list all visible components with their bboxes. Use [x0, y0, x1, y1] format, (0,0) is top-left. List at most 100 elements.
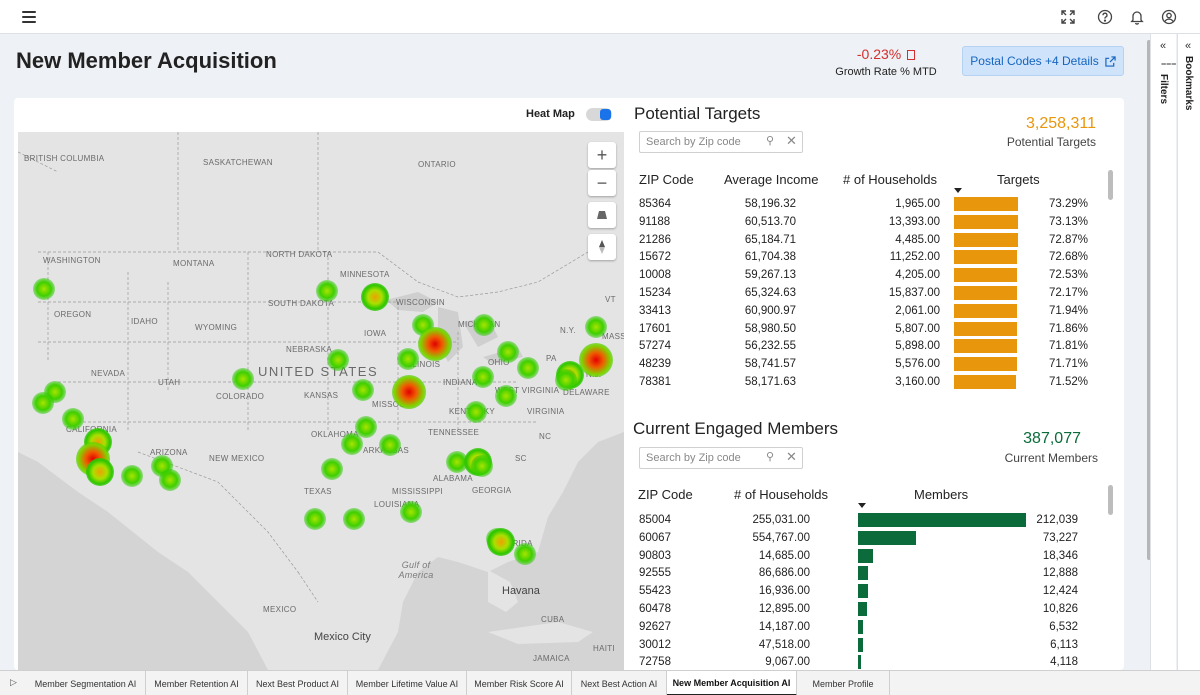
- chevron-left-icon[interactable]: «: [1185, 40, 1192, 52]
- targets-bar: [954, 321, 1017, 336]
- bookmarks-pane[interactable]: « Bookmarks: [1177, 34, 1200, 670]
- members-col-households[interactable]: # of Households: [734, 487, 828, 502]
- tab-member-retention-ai[interactable]: Member Retention AI: [146, 671, 248, 695]
- table-row[interactable]: 85364 58,196.32 1,965.00 73.29%: [14, 197, 1124, 216]
- sort-desc-icon[interactable]: [858, 503, 866, 508]
- map-label-idaho: IDAHO: [131, 317, 158, 326]
- map-label-vt: VT: [605, 295, 616, 304]
- map-label-mexico: MEXICO: [263, 605, 297, 614]
- bookmarks-label: Bookmarks: [1183, 56, 1194, 111]
- map-label-ny: N.Y.: [560, 326, 576, 335]
- members-count-cell: 4,118: [1050, 656, 1078, 669]
- table-row[interactable]: 10008 59,267.13 4,205.00 72.53%: [14, 268, 1124, 287]
- targets-col-zip[interactable]: ZIP Code: [639, 172, 694, 187]
- menu-icon[interactable]: [22, 11, 36, 23]
- postal-codes-button-label: Postal Codes +4 Details: [970, 54, 1099, 68]
- members-search-input[interactable]: Search by Zip code: [639, 447, 803, 469]
- tab-member-segmentation-ai[interactable]: Member Segmentation AI: [26, 671, 146, 695]
- sort-desc-icon[interactable]: [954, 188, 962, 193]
- members-count-cell: 12,888: [1042, 567, 1078, 580]
- page-scrollbar[interactable]: [1147, 40, 1151, 560]
- account-icon[interactable]: [1161, 9, 1177, 25]
- households-cell: 16,936.00: [758, 585, 810, 598]
- map-label-west-virginia: WEST VIRGINIA: [495, 386, 560, 395]
- income-cell: 61,704.38: [744, 251, 796, 264]
- targets-col-households[interactable]: # of Households: [843, 172, 937, 187]
- table-row[interactable]: 15672 61,704.38 11,252.00 72.68%: [14, 250, 1124, 269]
- map-label-georgia: GEORGIA: [472, 486, 512, 495]
- table-row[interactable]: 48239 58,741.57 5,576.00 71.71%: [14, 357, 1124, 376]
- fullscreen-icon[interactable]: [1060, 9, 1076, 25]
- heat-map-label: Heat Map: [526, 108, 575, 120]
- table-row[interactable]: 72758 9,067.00 4,118: [14, 655, 1124, 670]
- targets-col-targets[interactable]: Targets: [997, 172, 1040, 187]
- filter-icon: ⩶: [1161, 58, 1177, 68]
- tab-new-member-acquisition-ai[interactable]: New Member Acquisition AI: [667, 671, 797, 695]
- table-row[interactable]: 91188 60,513.70 13,393.00 73.13%: [14, 214, 1124, 234]
- tab-member-profile[interactable]: Member Profile: [797, 671, 890, 695]
- tab-member-lifetime-value-ai[interactable]: Member Lifetime Value AI: [348, 671, 467, 695]
- heat-spot: [86, 458, 114, 486]
- table-row[interactable]: 55423 16,936.00 12,424: [14, 584, 1124, 603]
- tab-member-risk-score-ai[interactable]: Member Risk Score AI: [467, 671, 572, 695]
- households-cell: 11,252.00: [889, 251, 940, 264]
- table-row[interactable]: 33413 60,900.97 2,061.00 71.94%: [14, 303, 1124, 323]
- members-col-members[interactable]: Members: [914, 487, 969, 502]
- targets-bar: [954, 214, 1018, 229]
- search-icon[interactable]: ⚲: [766, 451, 775, 463]
- targets-pct-cell: 71.94%: [1048, 304, 1088, 317]
- table-row[interactable]: 92555 86,686.00 12,888: [14, 566, 1124, 585]
- search-icon[interactable]: ⚲: [766, 135, 775, 147]
- bell-icon[interactable]: [1129, 9, 1145, 25]
- tab-next-best-product-ai[interactable]: Next Best Product AI: [248, 671, 348, 695]
- zoom-out-icon: −: [596, 172, 608, 193]
- heat-spot: [352, 379, 374, 401]
- clear-icon[interactable]: ✕: [786, 449, 797, 464]
- members-table-scrollbar[interactable]: [1108, 485, 1113, 515]
- zoom-in-button[interactable]: +: [588, 142, 616, 168]
- page-tabs: ▷ Member Segmentation AI Member Retention…: [0, 670, 1200, 695]
- targets-search-input[interactable]: Search by Zip code: [639, 131, 803, 153]
- filters-pane[interactable]: « ⩶ Filters: [1150, 34, 1176, 670]
- table-row[interactable]: 90803 14,685.00 18,346: [14, 548, 1124, 568]
- clear-icon[interactable]: ✕: [786, 133, 797, 148]
- map-label-mississippi: MISSISSIPPI: [392, 487, 443, 496]
- targets-bar: [954, 286, 1018, 300]
- targets-pct-cell: 71.71%: [1048, 358, 1088, 371]
- map-label-ohio: OHIO: [488, 358, 510, 367]
- targets-col-income[interactable]: Average Income: [724, 172, 819, 187]
- table-row[interactable]: 17601 58,980.50 5,807.00 71.86%: [14, 321, 1124, 341]
- postal-codes-details-button[interactable]: Postal Codes +4 Details: [962, 46, 1124, 76]
- targets-table-scrollbar[interactable]: [1108, 170, 1113, 200]
- heat-map[interactable]: BRITISH COLUMBIA SASKATCHEWAN ONTARIO WA…: [18, 132, 624, 670]
- zoom-out-button[interactable]: −: [588, 170, 616, 196]
- targets-pct-cell: 72.68%: [1048, 251, 1088, 264]
- zip-cell: 17601: [639, 322, 671, 335]
- households-cell: 554,767.00: [752, 531, 810, 544]
- table-row[interactable]: 15234 65,324.63 15,837.00 72.17%: [14, 286, 1124, 305]
- chevron-left-icon[interactable]: «: [1160, 40, 1167, 52]
- tilt-button[interactable]: [588, 202, 616, 228]
- heat-map-toggle[interactable]: [586, 108, 612, 121]
- table-row[interactable]: 30012 47,518.00 6,113: [14, 637, 1124, 657]
- table-row[interactable]: 60478 12,895.00 10,826: [14, 602, 1124, 621]
- tab-scroll-left-icon[interactable]: ▷: [10, 677, 17, 687]
- heat-spot: [418, 327, 452, 361]
- members-count-cell: 6,113: [1050, 638, 1078, 651]
- growth-rate-kpi: -0.23% Growth Rate % MTD: [830, 46, 942, 78]
- table-row[interactable]: 60067 554,767.00 73,227: [14, 530, 1124, 550]
- zip-cell: 21286: [639, 233, 671, 246]
- members-col-zip[interactable]: ZIP Code: [638, 487, 693, 502]
- map-label-north-dakota: NORTH DAKOTA: [266, 250, 333, 259]
- table-row[interactable]: 57274 56,232.55 5,898.00 71.81%: [14, 339, 1124, 358]
- table-row[interactable]: 78381 58,171.63 3,160.00 71.52%: [14, 375, 1124, 394]
- tab-next-best-action-ai[interactable]: Next Best Action AI: [572, 671, 667, 695]
- table-row[interactable]: 92627 14,187.00 6,532: [14, 619, 1124, 639]
- map-label-montana: MONTANA: [173, 259, 215, 268]
- heat-spot: [32, 392, 54, 414]
- table-row[interactable]: 85004 255,031.00 212,039: [14, 513, 1124, 532]
- compass-button[interactable]: [588, 234, 616, 260]
- heat-spot: [343, 508, 365, 530]
- help-icon[interactable]: [1097, 9, 1113, 25]
- table-row[interactable]: 21286 65,184.71 4,485.00 72.87%: [14, 232, 1124, 252]
